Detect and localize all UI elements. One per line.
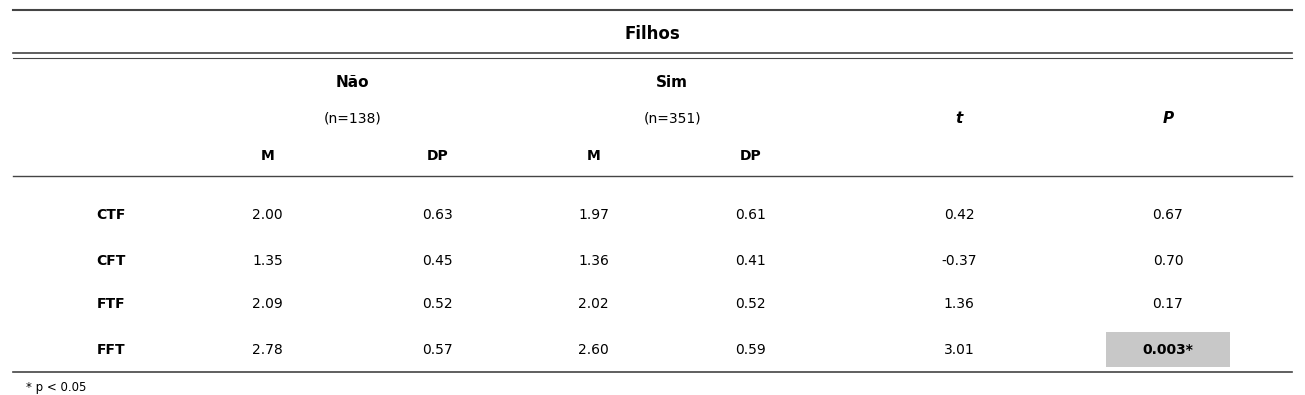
Text: 2.60: 2.60: [578, 342, 609, 357]
Text: 0.41: 0.41: [735, 254, 766, 268]
Text: CFT: CFT: [97, 254, 125, 268]
Text: Não: Não: [335, 75, 369, 90]
Text: 1.97: 1.97: [578, 208, 609, 222]
Text: FFT: FFT: [97, 342, 125, 357]
Text: Sim: Sim: [656, 75, 688, 90]
Text: 2.78: 2.78: [252, 342, 283, 357]
Text: 1.36: 1.36: [944, 297, 975, 311]
Text: DP: DP: [427, 149, 448, 163]
Text: 0.59: 0.59: [735, 342, 766, 357]
Text: t: t: [955, 111, 963, 126]
Text: 0.70: 0.70: [1152, 254, 1184, 268]
Text: 0.52: 0.52: [735, 297, 766, 311]
Text: 0.17: 0.17: [1152, 297, 1184, 311]
Text: * p < 0.05: * p < 0.05: [26, 381, 86, 393]
Text: -0.37: -0.37: [941, 254, 977, 268]
Text: 0.003*: 0.003*: [1143, 342, 1193, 357]
Text: 0.57: 0.57: [422, 342, 453, 357]
Text: 1.36: 1.36: [578, 254, 609, 268]
Text: 0.67: 0.67: [1152, 208, 1184, 222]
Text: 0.45: 0.45: [422, 254, 453, 268]
Text: 3.01: 3.01: [944, 342, 975, 357]
Text: 2.02: 2.02: [578, 297, 609, 311]
Text: (n=351): (n=351): [643, 111, 701, 126]
Text: Filhos: Filhos: [625, 24, 680, 43]
Text: 0.42: 0.42: [944, 208, 975, 222]
Text: 1.35: 1.35: [252, 254, 283, 268]
Text: 2.09: 2.09: [252, 297, 283, 311]
Text: DP: DP: [740, 149, 761, 163]
Text: 0.61: 0.61: [735, 208, 766, 222]
FancyBboxPatch shape: [1107, 332, 1231, 367]
Text: 2.00: 2.00: [252, 208, 283, 222]
Text: M: M: [587, 149, 600, 163]
Text: CTF: CTF: [97, 208, 125, 222]
Text: P: P: [1163, 111, 1173, 126]
Text: M: M: [261, 149, 274, 163]
Text: (n=138): (n=138): [324, 111, 381, 126]
Text: FTF: FTF: [97, 297, 125, 311]
Text: 0.63: 0.63: [422, 208, 453, 222]
Text: 0.52: 0.52: [422, 297, 453, 311]
